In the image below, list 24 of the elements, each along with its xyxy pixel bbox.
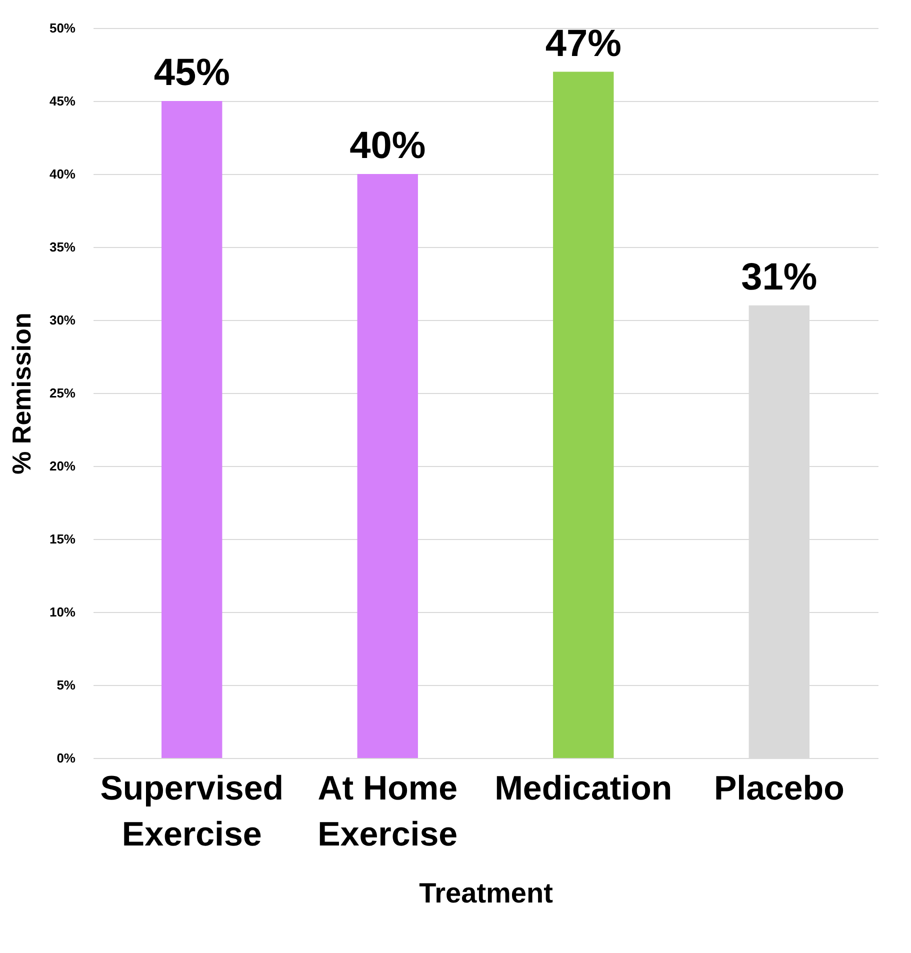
x-axis-title: Treatment [419,878,553,908]
y-tick-label: 0% [56,750,76,766]
data-label: 31% [741,256,818,298]
x-tick-label: Medication [494,770,672,808]
y-tick-label: 25% [49,386,76,400]
y-tick-label: 5% [56,678,76,692]
y-tick-label: 40% [49,166,76,182]
y-tick-label: 15% [49,532,76,546]
bar [357,174,418,758]
data-label: 45% [154,52,230,94]
x-tick-label: Placebo [714,770,844,808]
y-tick-label: 30% [49,312,76,328]
x-tick-label: At Home Exercise [318,770,458,854]
y-tick-label: 35% [49,240,76,254]
y-tick-label: 20% [49,458,76,474]
y-tick-label: 10% [49,604,76,620]
y-tick-label: 50% [49,20,76,36]
bar [162,101,222,758]
x-tick-label: Supervised Exercise [100,770,284,854]
data-label: 47% [545,22,622,65]
data-label: 40% [350,125,426,167]
y-tick-label: 45% [49,94,76,108]
bar [553,72,614,758]
y-axis-title: % Remission [6,312,36,474]
